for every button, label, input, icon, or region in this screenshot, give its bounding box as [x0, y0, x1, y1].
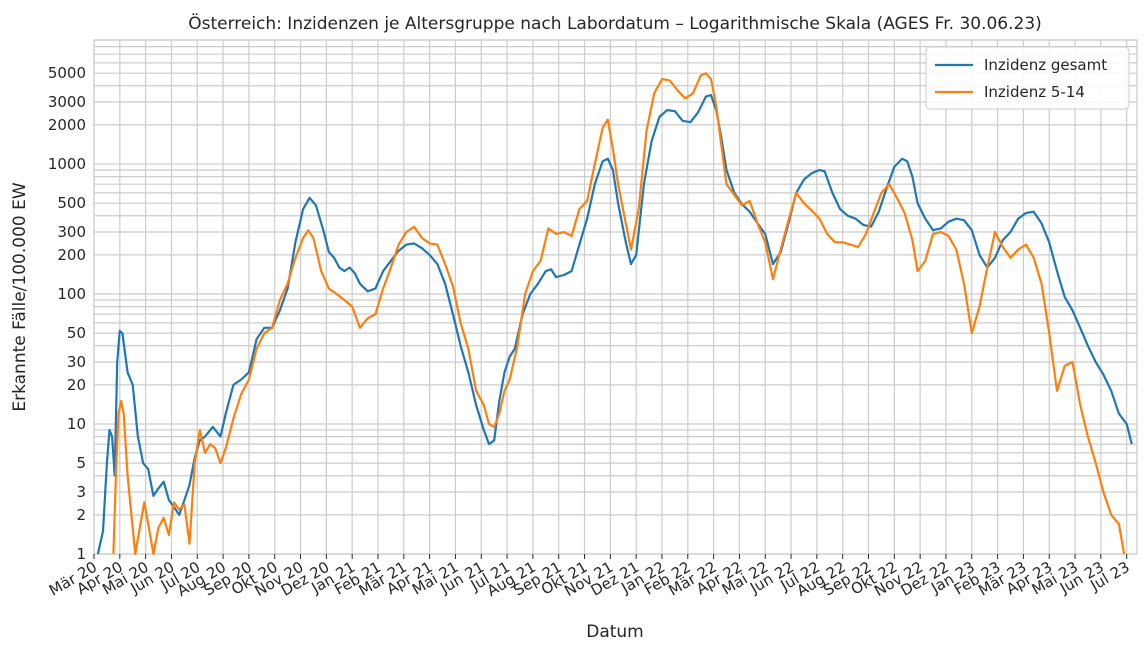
legend-box	[925, 46, 1130, 110]
series-line	[112, 72, 1126, 556]
y-tick-label: 2	[76, 506, 86, 524]
y-tick-label: 5000	[48, 64, 86, 82]
plot-area	[93, 39, 1138, 555]
y-tick-label: 100	[57, 285, 86, 303]
y-tick-label: 2000	[48, 116, 86, 134]
y-tick-label: 300	[57, 223, 86, 241]
chart-title: Österreich: Inzidenzen je Altersgruppe n…	[188, 12, 1042, 34]
y-tick-label: 500	[57, 194, 86, 212]
legend: Inzidenz gesamt Inzidenz 5-14	[925, 46, 1130, 110]
y-tick-label: 30	[67, 353, 86, 371]
y-tick-label: 3	[76, 483, 86, 501]
legend-label: Inzidenz 5-14	[984, 83, 1085, 101]
y-tick-label: 1	[76, 545, 86, 563]
y-tick-label: 1000	[48, 155, 86, 173]
y-tick-label: 5	[76, 454, 86, 472]
y-tick-label: 3000	[48, 93, 86, 111]
y-tick-label: 200	[57, 246, 86, 264]
y-tick-label: 50	[67, 324, 86, 342]
y-tick-label: 10	[67, 415, 86, 433]
y-axis-ticks: 1 2 3 5 10 20 30 50 100 200 300 500 1000 2000 3000 5000	[48, 64, 86, 563]
legend-label: Inzidenz gesamt	[984, 56, 1107, 74]
y-tick-label: 20	[67, 376, 86, 394]
series-line	[96, 93, 1133, 555]
y-axis-title: Erkannte Fälle/100.000 EW	[10, 182, 30, 411]
series-lines	[96, 72, 1133, 556]
x-axis-title: Datum	[586, 622, 644, 642]
